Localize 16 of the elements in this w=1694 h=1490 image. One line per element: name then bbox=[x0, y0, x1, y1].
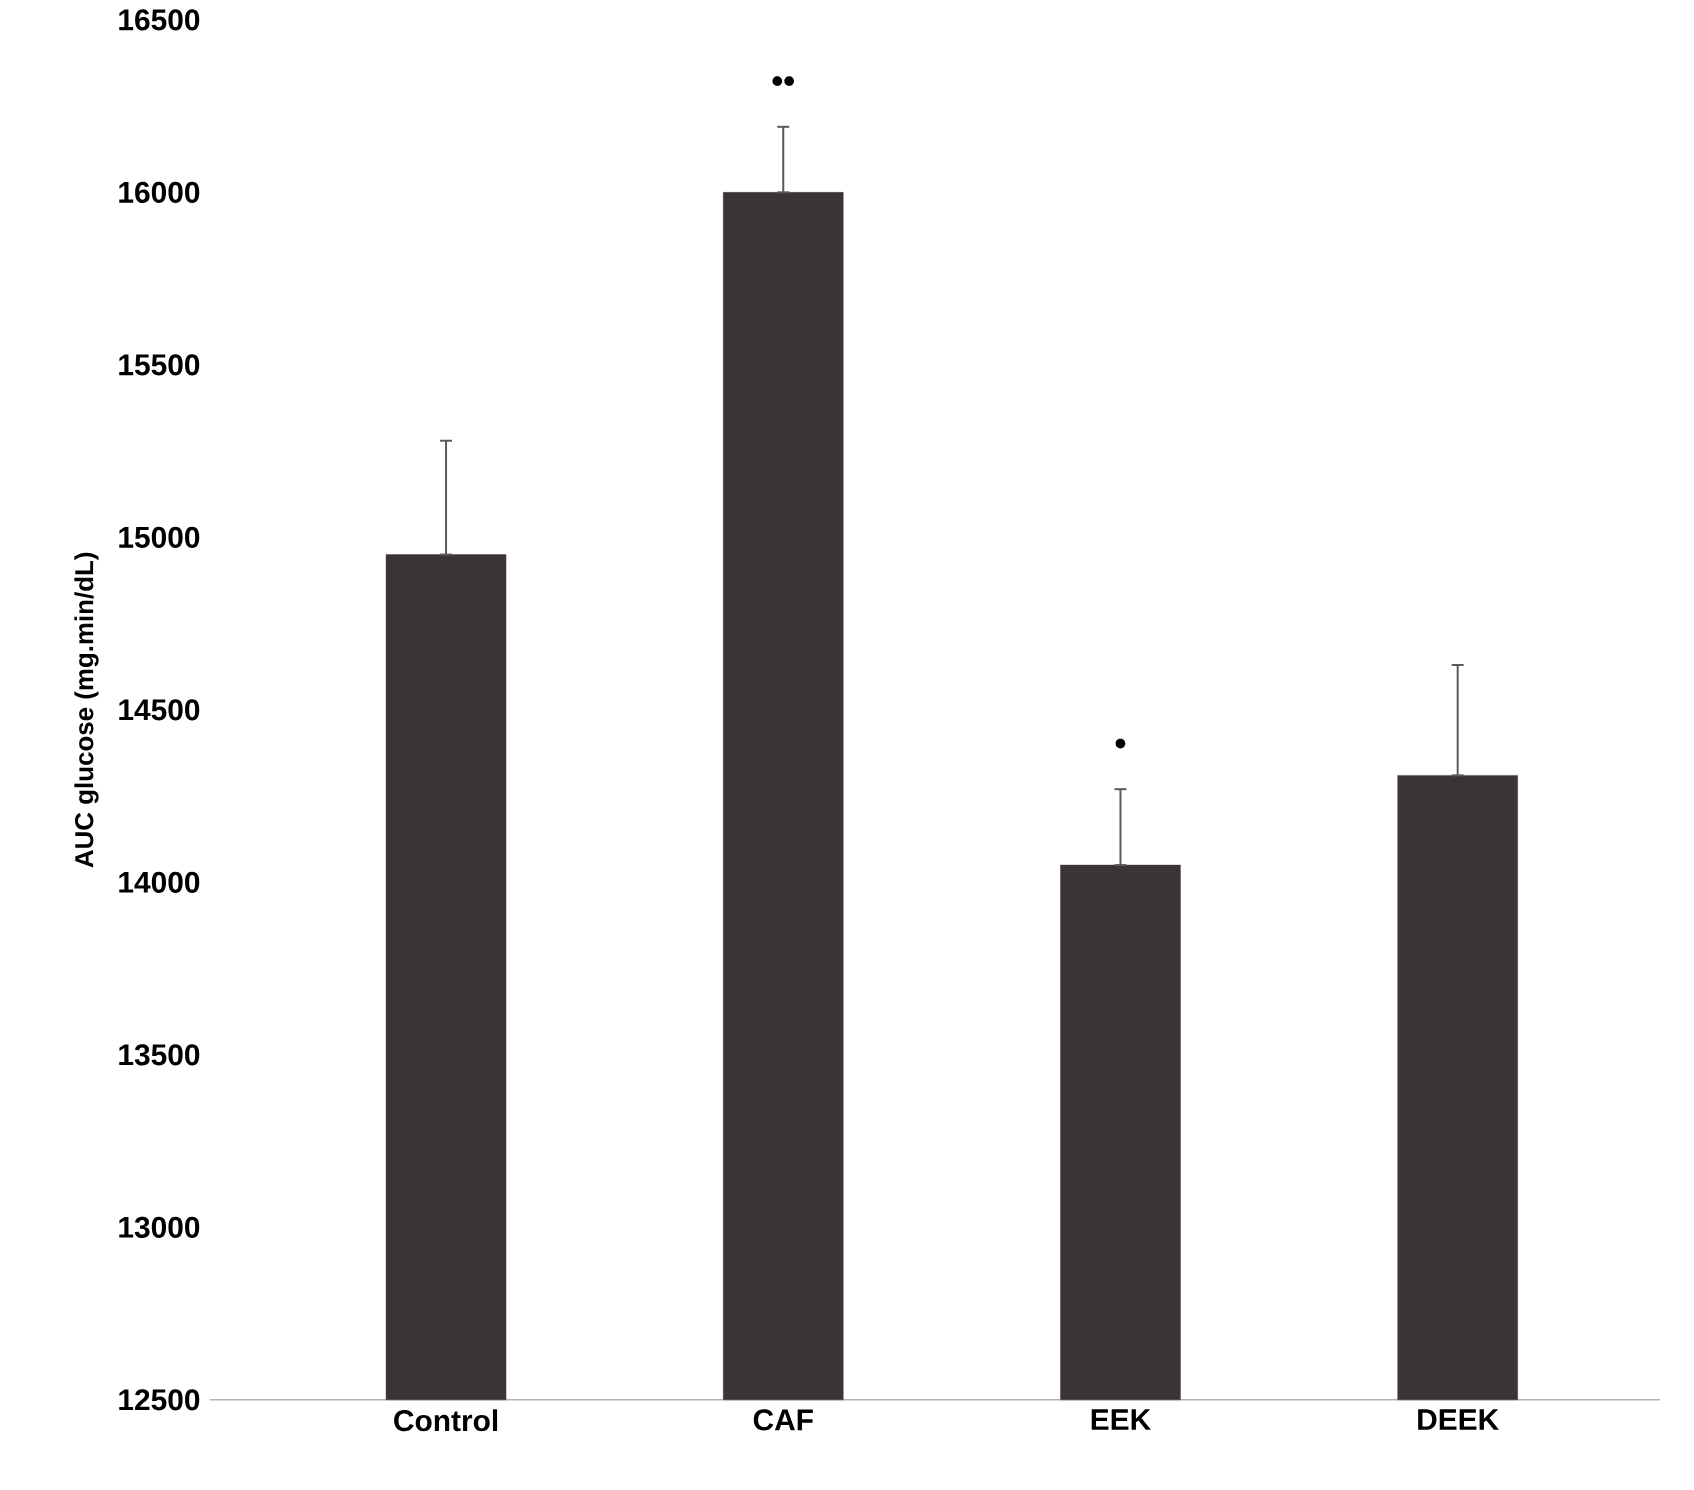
y-axis-title: AUC glucose (mg.min/dL) bbox=[74, 552, 99, 868]
y-tick-label: 13000 bbox=[119, 1216, 200, 1239]
y-tick-label: 15500 bbox=[119, 354, 200, 376]
x-tick-label: DEEK bbox=[1418, 1409, 1499, 1430]
y-tick-label: 16500 bbox=[119, 9, 200, 31]
y-tick-label: 15000 bbox=[119, 526, 200, 549]
y-tick-label: 12500 bbox=[119, 1389, 200, 1411]
x-tick-label: CAF bbox=[753, 1409, 813, 1431]
annotation: •• bbox=[772, 76, 795, 87]
y-tick-label: 14500 bbox=[119, 699, 200, 721]
x-tick-label: EEK bbox=[1091, 1409, 1151, 1430]
y-tick-label: 13500 bbox=[119, 1044, 200, 1066]
x-tick-label: Control bbox=[394, 1409, 498, 1432]
y-tick-label: 14000 bbox=[119, 871, 200, 894]
y-tick-label: 16000 bbox=[119, 181, 200, 204]
annotation: • bbox=[1115, 738, 1126, 749]
